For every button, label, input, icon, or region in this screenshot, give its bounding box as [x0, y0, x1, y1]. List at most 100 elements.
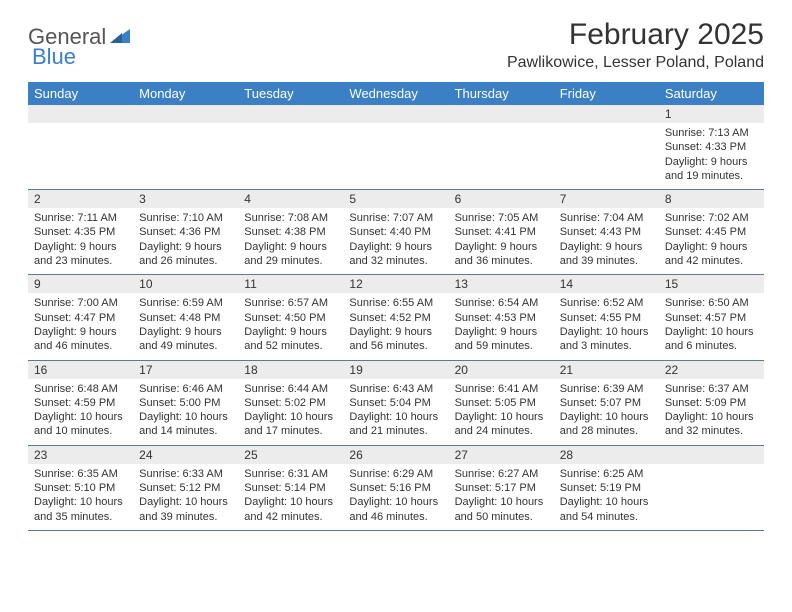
weekday-header: Friday [554, 82, 659, 105]
week-row: 2Sunrise: 7:11 AMSunset: 4:35 PMDaylight… [28, 190, 764, 275]
sunset-text: Sunset: 5:10 PM [34, 481, 127, 495]
daylight-text: Daylight: 10 hours and 14 minutes. [139, 410, 232, 439]
daylight-text: Daylight: 9 hours and 39 minutes. [560, 240, 653, 269]
daylight-text: Daylight: 9 hours and 32 minutes. [349, 240, 442, 269]
sunrise-text: Sunrise: 6:43 AM [349, 382, 442, 396]
day-number: 20 [449, 361, 554, 379]
location-text: Pawlikowice, Lesser Poland, Poland [507, 54, 764, 72]
logo-line2: Blue [32, 44, 76, 70]
title-block: February 2025 Pawlikowice, Lesser Poland… [507, 18, 764, 72]
logo-text-2: Blue [32, 44, 76, 69]
day-number: 4 [238, 190, 343, 208]
day-number: 23 [28, 446, 133, 464]
sunset-text: Sunset: 5:17 PM [455, 481, 548, 495]
sunrise-text: Sunrise: 6:33 AM [139, 467, 232, 481]
day-number: 15 [659, 275, 764, 293]
day-body: Sunrise: 6:31 AMSunset: 5:14 PMDaylight:… [238, 464, 343, 530]
calendar-page: General February 2025 Pawlikowice, Lesse… [0, 0, 792, 531]
month-title: February 2025 [507, 18, 764, 52]
sunset-text: Sunset: 5:16 PM [349, 481, 442, 495]
day-cell: 2Sunrise: 7:11 AMSunset: 4:35 PMDaylight… [28, 190, 133, 274]
day-body: Sunrise: 6:59 AMSunset: 4:48 PMDaylight:… [133, 293, 238, 359]
daylight-text: Daylight: 10 hours and 21 minutes. [349, 410, 442, 439]
sunrise-text: Sunrise: 6:41 AM [455, 382, 548, 396]
sunset-text: Sunset: 4:52 PM [349, 311, 442, 325]
weeks-container: 1Sunrise: 7:13 AMSunset: 4:33 PMDaylight… [28, 105, 764, 531]
day-cell [238, 105, 343, 189]
day-cell: 11Sunrise: 6:57 AMSunset: 4:50 PMDayligh… [238, 275, 343, 359]
day-body: Sunrise: 6:52 AMSunset: 4:55 PMDaylight:… [554, 293, 659, 359]
day-cell: 12Sunrise: 6:55 AMSunset: 4:52 PMDayligh… [343, 275, 448, 359]
sunset-text: Sunset: 5:00 PM [139, 396, 232, 410]
sunrise-text: Sunrise: 6:29 AM [349, 467, 442, 481]
day-number [659, 446, 764, 464]
day-cell: 27Sunrise: 6:27 AMSunset: 5:17 PMDayligh… [449, 446, 554, 530]
day-body: Sunrise: 7:05 AMSunset: 4:41 PMDaylight:… [449, 208, 554, 274]
sunrise-text: Sunrise: 6:57 AM [244, 296, 337, 310]
sunrise-text: Sunrise: 6:25 AM [560, 467, 653, 481]
sunset-text: Sunset: 4:40 PM [349, 225, 442, 239]
day-body: Sunrise: 6:39 AMSunset: 5:07 PMDaylight:… [554, 379, 659, 445]
weekday-header: Monday [133, 82, 238, 105]
day-cell: 24Sunrise: 6:33 AMSunset: 5:12 PMDayligh… [133, 446, 238, 530]
day-number: 5 [343, 190, 448, 208]
sunrise-text: Sunrise: 7:08 AM [244, 211, 337, 225]
day-body: Sunrise: 6:27 AMSunset: 5:17 PMDaylight:… [449, 464, 554, 530]
daylight-text: Daylight: 10 hours and 35 minutes. [34, 495, 127, 524]
daylight-text: Daylight: 9 hours and 19 minutes. [665, 155, 758, 184]
sunset-text: Sunset: 4:50 PM [244, 311, 337, 325]
week-row: 9Sunrise: 7:00 AMSunset: 4:47 PMDaylight… [28, 275, 764, 360]
day-body: Sunrise: 6:33 AMSunset: 5:12 PMDaylight:… [133, 464, 238, 530]
day-body: Sunrise: 6:54 AMSunset: 4:53 PMDaylight:… [449, 293, 554, 359]
daylight-text: Daylight: 9 hours and 56 minutes. [349, 325, 442, 354]
sunset-text: Sunset: 4:45 PM [665, 225, 758, 239]
daylight-text: Daylight: 9 hours and 59 minutes. [455, 325, 548, 354]
sunset-text: Sunset: 4:48 PM [139, 311, 232, 325]
sunset-text: Sunset: 5:14 PM [244, 481, 337, 495]
day-cell: 4Sunrise: 7:08 AMSunset: 4:38 PMDaylight… [238, 190, 343, 274]
daylight-text: Daylight: 9 hours and 52 minutes. [244, 325, 337, 354]
day-cell: 10Sunrise: 6:59 AMSunset: 4:48 PMDayligh… [133, 275, 238, 359]
day-cell: 6Sunrise: 7:05 AMSunset: 4:41 PMDaylight… [449, 190, 554, 274]
weekday-header: Thursday [449, 82, 554, 105]
day-cell: 26Sunrise: 6:29 AMSunset: 5:16 PMDayligh… [343, 446, 448, 530]
day-cell: 21Sunrise: 6:39 AMSunset: 5:07 PMDayligh… [554, 361, 659, 445]
sunrise-text: Sunrise: 6:48 AM [34, 382, 127, 396]
sunset-text: Sunset: 5:09 PM [665, 396, 758, 410]
day-body: Sunrise: 7:10 AMSunset: 4:36 PMDaylight:… [133, 208, 238, 274]
day-number: 26 [343, 446, 448, 464]
sunset-text: Sunset: 4:53 PM [455, 311, 548, 325]
daylight-text: Daylight: 9 hours and 49 minutes. [139, 325, 232, 354]
day-number: 6 [449, 190, 554, 208]
day-cell: 14Sunrise: 6:52 AMSunset: 4:55 PMDayligh… [554, 275, 659, 359]
day-number [133, 105, 238, 123]
daylight-text: Daylight: 9 hours and 42 minutes. [665, 240, 758, 269]
sunrise-text: Sunrise: 6:50 AM [665, 296, 758, 310]
day-cell: 13Sunrise: 6:54 AMSunset: 4:53 PMDayligh… [449, 275, 554, 359]
day-number: 17 [133, 361, 238, 379]
day-number [343, 105, 448, 123]
sunset-text: Sunset: 4:35 PM [34, 225, 127, 239]
week-row: 16Sunrise: 6:48 AMSunset: 4:59 PMDayligh… [28, 361, 764, 446]
day-number: 27 [449, 446, 554, 464]
week-row: 1Sunrise: 7:13 AMSunset: 4:33 PMDaylight… [28, 105, 764, 190]
weekday-header: Saturday [659, 82, 764, 105]
day-cell: 16Sunrise: 6:48 AMSunset: 4:59 PMDayligh… [28, 361, 133, 445]
day-cell: 19Sunrise: 6:43 AMSunset: 5:04 PMDayligh… [343, 361, 448, 445]
day-cell [659, 446, 764, 530]
day-body: Sunrise: 7:07 AMSunset: 4:40 PMDaylight:… [343, 208, 448, 274]
day-number: 3 [133, 190, 238, 208]
day-number: 21 [554, 361, 659, 379]
sunrise-text: Sunrise: 7:13 AM [665, 126, 758, 140]
daylight-text: Daylight: 10 hours and 50 minutes. [455, 495, 548, 524]
day-number: 16 [28, 361, 133, 379]
day-cell: 9Sunrise: 7:00 AMSunset: 4:47 PMDaylight… [28, 275, 133, 359]
day-number: 25 [238, 446, 343, 464]
sunrise-text: Sunrise: 6:59 AM [139, 296, 232, 310]
sunset-text: Sunset: 4:55 PM [560, 311, 653, 325]
sunrise-text: Sunrise: 6:46 AM [139, 382, 232, 396]
daylight-text: Daylight: 10 hours and 39 minutes. [139, 495, 232, 524]
day-body: Sunrise: 6:50 AMSunset: 4:57 PMDaylight:… [659, 293, 764, 359]
day-cell: 20Sunrise: 6:41 AMSunset: 5:05 PMDayligh… [449, 361, 554, 445]
sunset-text: Sunset: 4:36 PM [139, 225, 232, 239]
